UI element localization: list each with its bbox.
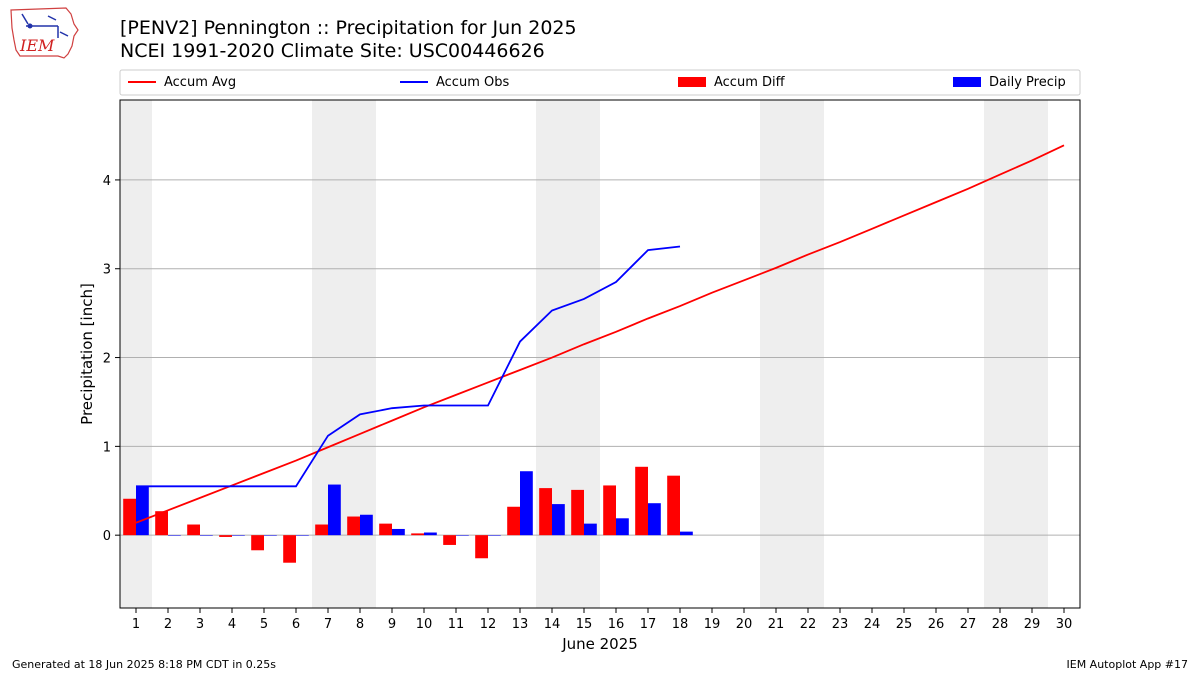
- accum-obs-line: [136, 245, 681, 488]
- legend-label-accum-diff: Accum Diff: [714, 75, 786, 90]
- legend-label-daily-precip: Daily Precip: [989, 75, 1066, 90]
- accum-avg-line: [135, 144, 1065, 524]
- daily-precip-bar: [264, 535, 277, 536]
- x-tick-label: 10: [416, 617, 433, 632]
- accum-diff-bar: [251, 535, 264, 551]
- legend-swatch-daily-precip: [953, 77, 981, 87]
- iem-logo: IEM: [10, 7, 79, 59]
- accum-diff-bar: [187, 524, 200, 536]
- x-tick-label: 1: [132, 617, 140, 632]
- daily-precip-bar: [456, 535, 469, 536]
- x-axis-label: June 2025: [561, 635, 638, 653]
- x-tick-label: 18: [672, 617, 689, 632]
- x-tick-label: 16: [608, 617, 625, 632]
- accum-diff-bar: [123, 498, 136, 536]
- daily-precip-bar: [168, 535, 181, 536]
- daily-precip-bar: [424, 532, 437, 536]
- x-tick-label: 17: [640, 617, 657, 632]
- accum-diff-bar: [283, 535, 296, 563]
- x-tick-label: 12: [480, 617, 497, 632]
- daily-precip-bar: [360, 514, 373, 536]
- x-tick-label: 25: [896, 617, 913, 632]
- legend-swatch-accum-diff: [678, 77, 706, 87]
- x-tick-label: 26: [928, 617, 945, 632]
- accum-diff-bar: [571, 489, 584, 536]
- accum-diff-bar: [603, 485, 616, 536]
- x-tick-label: 14: [544, 617, 561, 632]
- weather-symbols-icon: [21, 13, 69, 38]
- y-axis-label: Precipitation [inch]: [78, 283, 96, 425]
- x-tick-label: 20: [736, 617, 753, 632]
- x-tick-label: 9: [388, 617, 396, 632]
- daily-precip-bar: [232, 535, 245, 536]
- accum-diff-bar: [539, 488, 552, 536]
- daily-precip-bar: [392, 528, 405, 536]
- plot-frame: [119, 99, 1081, 609]
- x-tick-label: 4: [228, 617, 236, 632]
- x-tick-label: 24: [864, 617, 881, 632]
- x-tick-label: 28: [992, 617, 1009, 632]
- accum-diff-bar: [667, 475, 680, 536]
- x-tick-label: 23: [832, 617, 849, 632]
- daily-precip-bar: [328, 484, 341, 536]
- y-tick-label: 4: [103, 174, 111, 189]
- x-tick-label: 27: [960, 617, 977, 632]
- accum-diff-bar: [347, 516, 360, 536]
- x-tick-label: 5: [260, 617, 268, 632]
- y-tick-label: 3: [103, 263, 111, 278]
- daily-precip-bar: [648, 503, 661, 536]
- daily-precip-bar: [200, 535, 213, 536]
- daily-precip-bar: [136, 486, 149, 536]
- accum-diff-bar: [315, 524, 328, 536]
- accum-diff-bar: [443, 535, 456, 545]
- x-tick-label: 21: [768, 617, 785, 632]
- x-tick-label: 30: [1056, 617, 1073, 632]
- daily-precip-bar: [520, 471, 533, 536]
- accum-diff-bar: [411, 533, 424, 536]
- weekend-band-4: [984, 100, 1048, 608]
- app-footer: IEM Autoplot App #17: [1066, 658, 1189, 671]
- legend-label-accum-obs: Accum Obs: [436, 75, 509, 90]
- x-tick-label: 2: [164, 617, 172, 632]
- daily-precip-bar: [552, 504, 565, 536]
- daily-precip-bar: [584, 523, 597, 536]
- accum-diff-bar: [635, 466, 648, 536]
- accum-diff-bar: [475, 535, 488, 559]
- weekend-band-1: [312, 100, 376, 608]
- daily-precip-bar: [296, 535, 309, 536]
- daily-precip-bar: [680, 531, 693, 536]
- accum-diff-bar: [219, 535, 232, 537]
- logo-text: IEM: [19, 36, 55, 55]
- x-tick-label: 19: [704, 617, 721, 632]
- daily-precip-bar: [488, 535, 501, 536]
- legend-box: [119, 69, 1081, 96]
- y-tick-label: 2: [103, 352, 111, 367]
- x-tick-label: 3: [196, 617, 204, 632]
- daily-precip-bar: [616, 518, 629, 536]
- x-tick-label: 8: [356, 617, 364, 632]
- y-tick-label: 0: [103, 529, 111, 544]
- iowa-outline-icon: [10, 7, 79, 59]
- x-tick-label: 13: [512, 617, 529, 632]
- y-tick-label: 1: [103, 440, 111, 455]
- x-tick-label: 15: [576, 617, 593, 632]
- x-tick-label: 22: [800, 617, 817, 632]
- accum-diff-bar: [507, 506, 520, 536]
- x-tick-label: 6: [292, 617, 300, 632]
- weekend-band-3: [760, 100, 824, 608]
- x-tick-label: 7: [324, 617, 332, 632]
- generated-footer: Generated at 18 Jun 2025 8:18 PM CDT in …: [12, 658, 277, 671]
- weekend-band-0: [120, 100, 152, 608]
- chart-title-line1: [PENV2] Pennington :: Precipitation for …: [120, 17, 577, 39]
- chart-title-line2: NCEI 1991-2020 Climate Site: USC00446626: [120, 40, 545, 62]
- accum-diff-bar: [379, 523, 392, 536]
- accum-diff-bar: [155, 511, 168, 536]
- weekend-band-2: [536, 100, 600, 608]
- x-tick-label: 11: [448, 617, 465, 632]
- x-tick-label: 29: [1024, 617, 1041, 632]
- legend-label-accum-avg: Accum Avg: [164, 75, 236, 90]
